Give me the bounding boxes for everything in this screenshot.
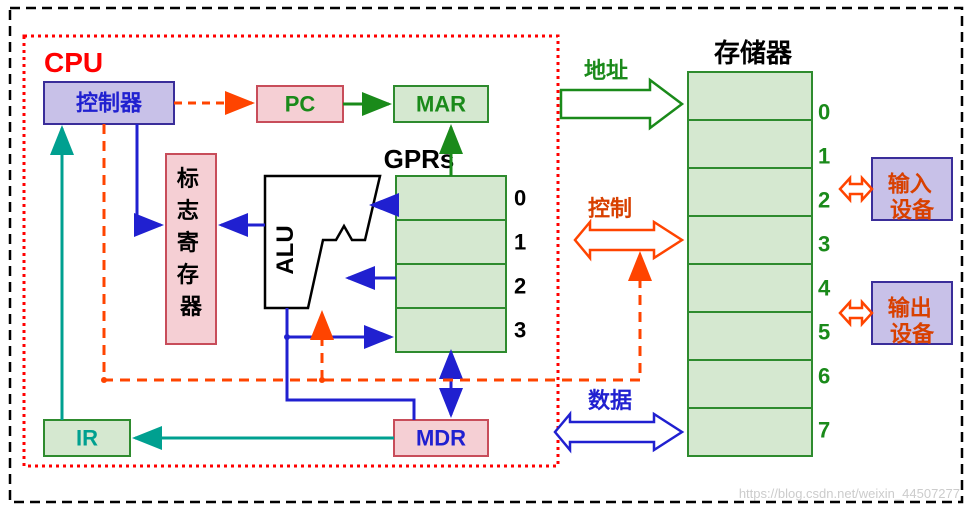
mem-idx-5: 5 (818, 320, 830, 345)
address-bus-label: 地址 (584, 58, 628, 83)
ir-label: IR (76, 426, 98, 451)
flag-reg-char-0: 标 (177, 166, 199, 191)
output-device-arrow (840, 302, 872, 324)
memory-label: 存储器 (714, 38, 793, 68)
mem-idx-3: 3 (818, 232, 830, 257)
flag-reg-char-2: 寄 (177, 230, 199, 255)
cpu-label: CPU (44, 47, 103, 78)
flag-reg-char-4: 器 (179, 294, 203, 319)
mar-label: MAR (416, 92, 466, 117)
mem-idx-6: 6 (818, 364, 830, 389)
gpr-2 (396, 264, 506, 308)
control-bus-arrow (575, 222, 682, 258)
mem-idx-4: 4 (818, 276, 831, 301)
gpr-0 (396, 176, 506, 220)
junction-3 (101, 377, 107, 383)
gpr-idx-2: 2 (514, 274, 526, 299)
arrow-alu-gpr (287, 308, 391, 337)
arrow-controller-flag (137, 124, 161, 225)
gpr-idx-1: 1 (514, 230, 526, 255)
output-device-label: 输出 设备 (888, 295, 936, 347)
control-bus-label: 控制 (588, 196, 632, 221)
junction-2 (319, 377, 325, 383)
watermark: https://blog.csdn.net/weixin_44507277 (739, 486, 960, 501)
gprs-label: GPRs (384, 144, 455, 174)
gpr-idx-0: 0 (514, 186, 526, 211)
gpr-idx-3: 3 (514, 318, 526, 343)
address-bus-arrow (561, 80, 682, 128)
data-bus-label: 数据 (588, 388, 632, 413)
mem-idx-2: 2 (818, 188, 830, 213)
flag-reg-char-1: 志 (177, 198, 199, 223)
pc-label: PC (285, 92, 316, 117)
input-device-arrow (840, 178, 872, 200)
input-device-label: 输入 设备 (888, 171, 936, 223)
memory-stack (688, 72, 812, 456)
mem-idx-0: 0 (818, 100, 830, 125)
gprs-stack (396, 176, 506, 352)
flag-register-label: 标 志 寄 存 器 (177, 166, 205, 319)
mdr-label: MDR (416, 426, 466, 451)
controller-label: 控制器 (76, 91, 143, 116)
mem-idx-7: 7 (818, 418, 830, 443)
alu-label: ALU (272, 225, 299, 274)
mem-idx-1: 1 (818, 144, 830, 169)
data-bus-arrow (555, 414, 682, 450)
gpr-1 (396, 220, 506, 264)
flag-reg-char-3: 存 (177, 262, 199, 287)
gpr-3 (396, 308, 506, 352)
